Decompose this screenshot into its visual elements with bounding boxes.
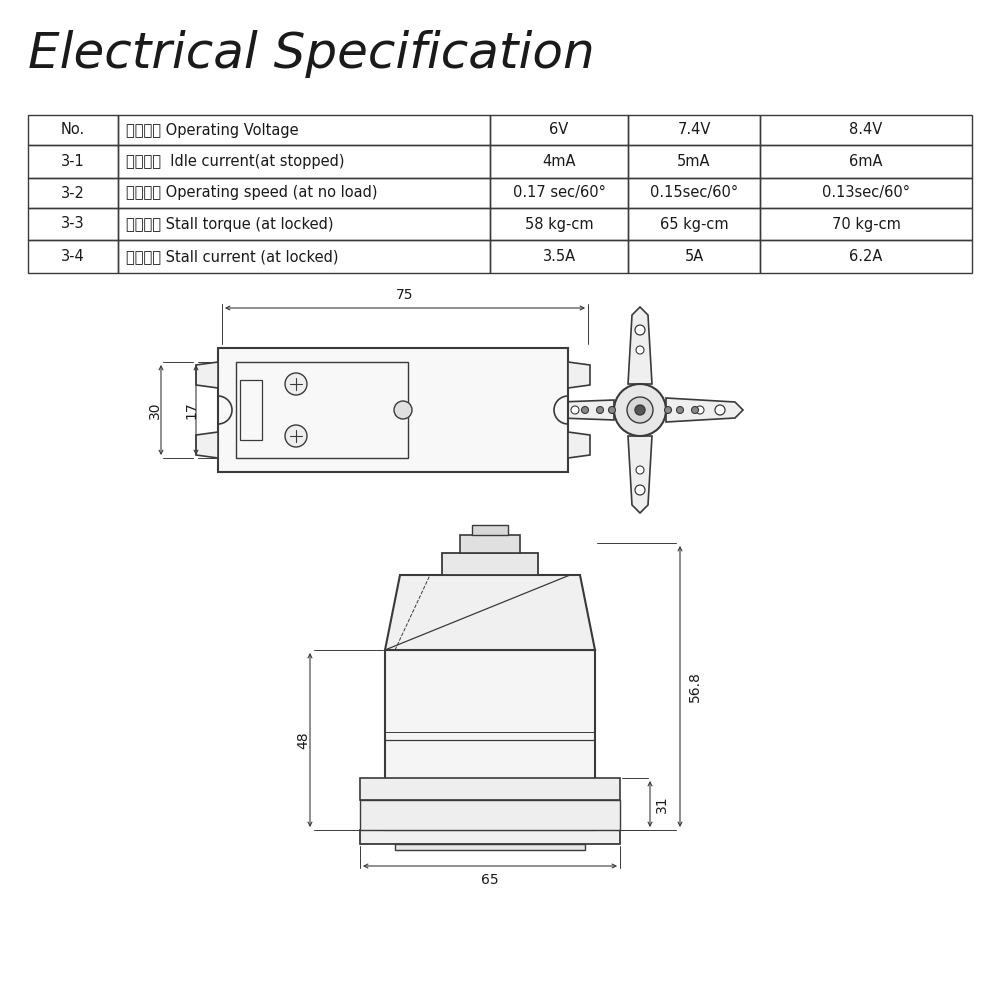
- Text: Electrical Specification: Electrical Specification: [28, 30, 595, 78]
- Bar: [490, 178, 628, 208]
- Bar: [442, 553, 538, 575]
- Polygon shape: [196, 362, 218, 388]
- Text: 6.2A: 6.2A: [849, 249, 883, 264]
- Circle shape: [285, 373, 307, 395]
- Text: 58 kg-cm: 58 kg-cm: [525, 217, 593, 232]
- Text: 空载转速 Operating speed (at no load): 空载转速 Operating speed (at no load): [126, 186, 378, 200]
- Bar: [628, 115, 760, 145]
- Bar: [472, 525, 508, 535]
- Text: 6mA: 6mA: [849, 154, 883, 169]
- Polygon shape: [628, 436, 652, 513]
- Bar: [760, 145, 972, 178]
- Circle shape: [635, 405, 645, 415]
- Circle shape: [582, 406, 588, 414]
- Bar: [118, 208, 490, 240]
- Bar: [28, 240, 118, 273]
- Text: 0.13sec/60°: 0.13sec/60°: [822, 186, 910, 200]
- Bar: [628, 240, 760, 273]
- Polygon shape: [568, 432, 590, 458]
- Bar: [28, 178, 118, 208]
- Text: 75: 75: [396, 288, 414, 302]
- Bar: [760, 115, 972, 145]
- Text: 0.15sec/60°: 0.15sec/60°: [650, 186, 738, 200]
- Text: 5mA: 5mA: [677, 154, 711, 169]
- Text: 3-3: 3-3: [61, 217, 85, 232]
- Text: 70 kg-cm: 70 kg-cm: [832, 217, 900, 232]
- Circle shape: [394, 401, 412, 419]
- Text: 17: 17: [184, 401, 198, 419]
- Text: 56.8: 56.8: [688, 671, 702, 702]
- Bar: [760, 178, 972, 208]
- Polygon shape: [385, 575, 595, 650]
- Circle shape: [596, 406, 604, 414]
- Bar: [360, 778, 620, 800]
- Text: 30: 30: [148, 401, 162, 419]
- Bar: [118, 145, 490, 178]
- Bar: [490, 145, 628, 178]
- Polygon shape: [196, 432, 218, 458]
- Text: 5A: 5A: [684, 249, 704, 264]
- Bar: [460, 535, 520, 553]
- Circle shape: [614, 384, 666, 436]
- Circle shape: [636, 466, 644, 474]
- Text: 工作电压 Operating Voltage: 工作电压 Operating Voltage: [126, 122, 299, 137]
- Bar: [628, 178, 760, 208]
- Polygon shape: [628, 307, 652, 384]
- Bar: [490, 115, 628, 145]
- Circle shape: [285, 425, 307, 447]
- Bar: [628, 208, 760, 240]
- Circle shape: [636, 346, 644, 354]
- Circle shape: [627, 397, 653, 423]
- Bar: [236, 362, 408, 458]
- Bar: [360, 800, 620, 830]
- Bar: [118, 240, 490, 273]
- Circle shape: [676, 406, 684, 414]
- Bar: [628, 145, 760, 178]
- Text: 65: 65: [481, 873, 499, 887]
- Circle shape: [664, 406, 672, 414]
- Circle shape: [635, 485, 645, 495]
- Circle shape: [696, 406, 704, 414]
- Circle shape: [571, 406, 579, 414]
- Text: 7.4V: 7.4V: [677, 122, 711, 137]
- Circle shape: [635, 325, 645, 335]
- Circle shape: [715, 405, 725, 415]
- Bar: [28, 145, 118, 178]
- Bar: [760, 208, 972, 240]
- Polygon shape: [568, 362, 590, 388]
- Text: 堵转扔矩 Stall torque (at locked): 堵转扔矩 Stall torque (at locked): [126, 217, 334, 232]
- Text: 待机电流  Idle current(at stopped): 待机电流 Idle current(at stopped): [126, 154, 344, 169]
- Bar: [395, 844, 585, 850]
- Text: 6V: 6V: [549, 122, 569, 137]
- Bar: [360, 830, 620, 844]
- Bar: [490, 208, 628, 240]
- Bar: [385, 650, 595, 830]
- Bar: [28, 208, 118, 240]
- Bar: [240, 380, 262, 440]
- Circle shape: [692, 406, 698, 414]
- Polygon shape: [666, 398, 743, 422]
- Polygon shape: [552, 400, 614, 420]
- Text: 3-4: 3-4: [61, 249, 85, 264]
- Bar: [28, 115, 118, 145]
- Text: 4mA: 4mA: [542, 154, 576, 169]
- Text: 3-2: 3-2: [61, 186, 85, 200]
- Bar: [490, 240, 628, 273]
- Text: 3.5A: 3.5A: [542, 249, 576, 264]
- Text: 65 kg-cm: 65 kg-cm: [660, 217, 728, 232]
- Text: No.: No.: [61, 122, 85, 137]
- Circle shape: [608, 406, 616, 414]
- Bar: [760, 240, 972, 273]
- Bar: [118, 178, 490, 208]
- Text: 3-1: 3-1: [61, 154, 85, 169]
- Bar: [118, 115, 490, 145]
- Bar: [218, 348, 568, 472]
- Text: 8.4V: 8.4V: [849, 122, 883, 137]
- Text: 堵转电流 Stall current (at locked): 堵转电流 Stall current (at locked): [126, 249, 338, 264]
- Text: 48: 48: [296, 731, 310, 749]
- Text: 0.17 sec/60°: 0.17 sec/60°: [513, 186, 605, 200]
- Text: 31: 31: [655, 795, 669, 813]
